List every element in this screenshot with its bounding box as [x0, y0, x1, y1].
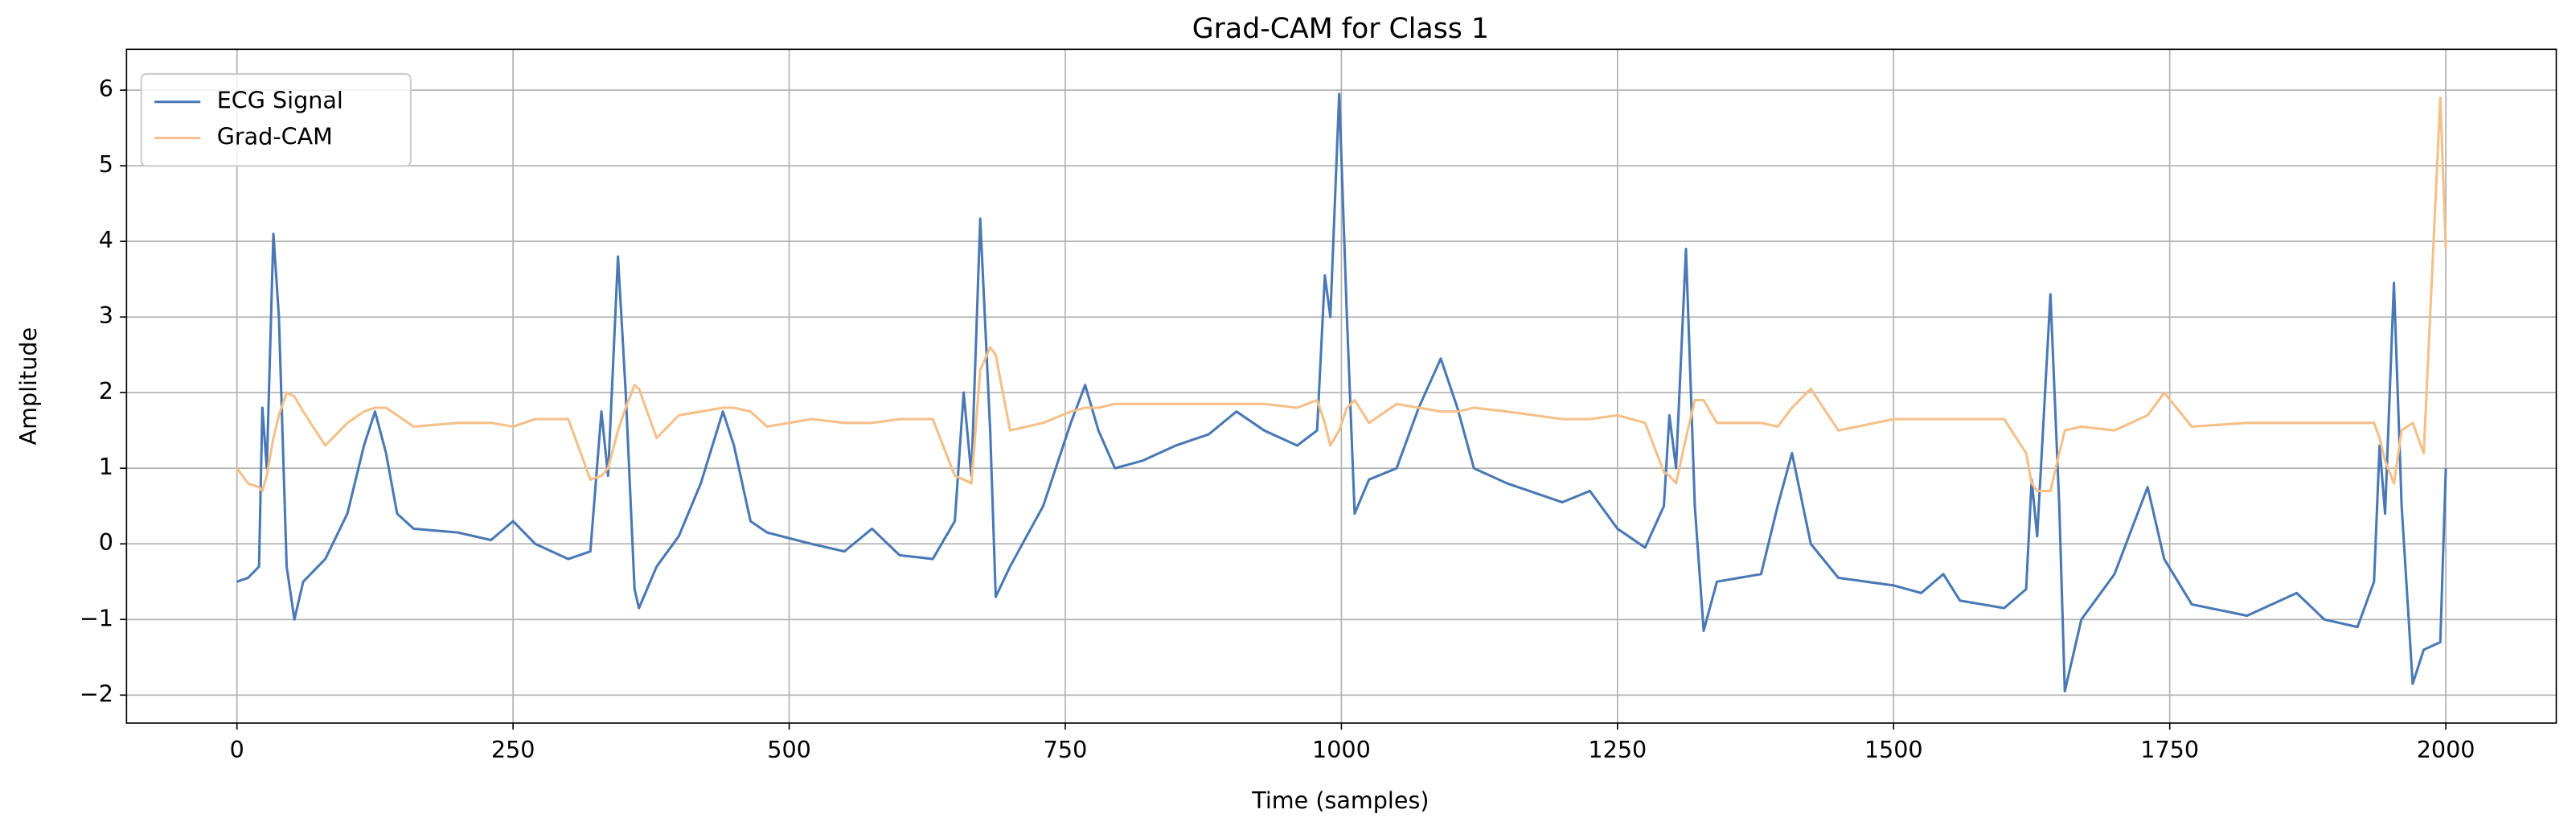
y-tick-label: 6: [99, 75, 113, 102]
x-tick-label: 1000: [1312, 736, 1371, 763]
legend-box: [140, 72, 412, 167]
plot-frame: [125, 48, 2558, 724]
y-tick-label: 1: [99, 453, 113, 480]
y-tick-label: 4: [99, 226, 113, 253]
y-tick-label: −2: [80, 680, 113, 707]
y-tick-label: 2: [99, 377, 113, 405]
x-tick-label: 500: [767, 736, 811, 763]
y-axis-label: Amplitude: [14, 327, 42, 446]
y-tick-label: 0: [99, 528, 113, 556]
x-tick-label: 1750: [2140, 736, 2199, 763]
x-tick-label: 2000: [2417, 736, 2476, 763]
x-axis-label: Time (samples): [1251, 787, 1429, 814]
chart-title: Grad-CAM for Class 1: [1192, 13, 1489, 45]
line-series: [236, 96, 2447, 492]
x-tick-label: 1250: [1588, 736, 1647, 763]
x-tick-label: 250: [491, 736, 535, 763]
legend-label: Grad-CAM: [217, 123, 333, 150]
legend-label: ECG Signal: [217, 87, 343, 114]
y-tick-label: −1: [80, 604, 113, 631]
x-tick-label: 0: [230, 736, 244, 763]
y-tick-label: 5: [99, 150, 113, 178]
line-series: [236, 92, 2447, 693]
x-tick-label: 750: [1044, 736, 1088, 763]
x-tick-label: 1500: [1864, 736, 1923, 763]
y-tick-label: 3: [99, 302, 113, 329]
